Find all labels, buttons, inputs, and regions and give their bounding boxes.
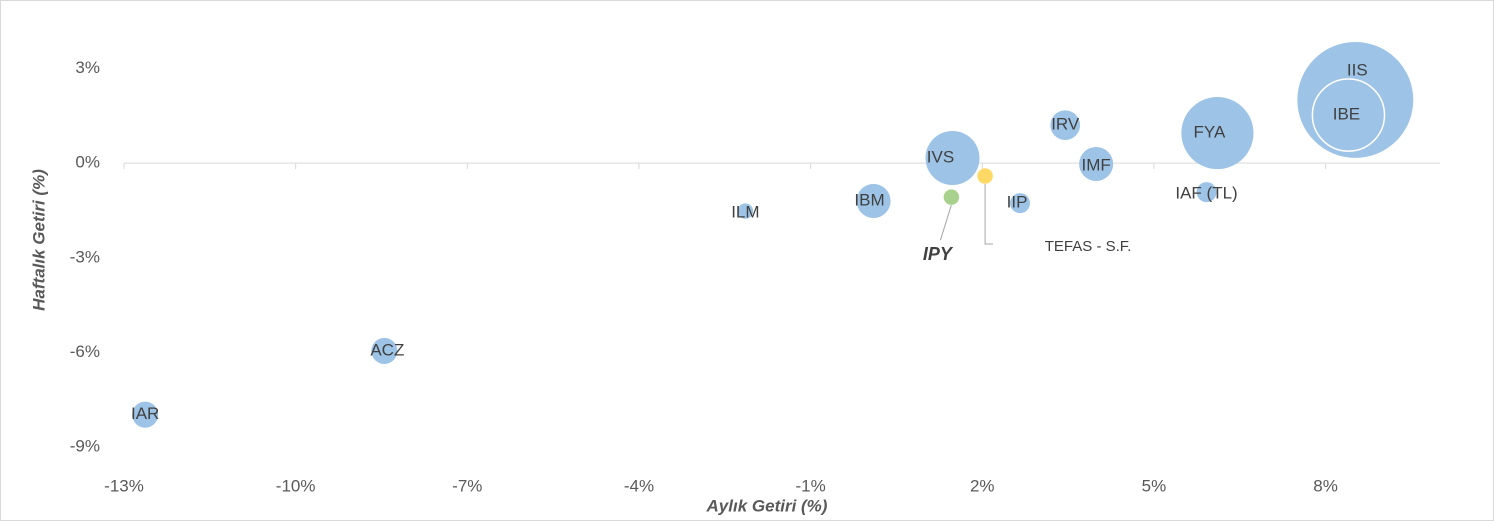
bubble bbox=[943, 189, 960, 205]
bubble-label: IVS bbox=[927, 148, 954, 167]
bubble-label: IIP bbox=[1007, 193, 1028, 212]
bubble-label: IPY bbox=[923, 244, 954, 264]
x-tick-label: 8% bbox=[1313, 476, 1338, 495]
x-tick-label: -4% bbox=[624, 476, 654, 495]
bubble bbox=[856, 183, 891, 218]
x-tick-label: -10% bbox=[276, 476, 316, 495]
bubble bbox=[737, 203, 754, 219]
x-axis-title: Aylık Getiri (%) bbox=[706, 496, 828, 515]
bubble bbox=[132, 401, 159, 428]
bubble-label: ACZ bbox=[370, 340, 404, 359]
bubble bbox=[1079, 146, 1114, 182]
bubble-label: IIS bbox=[1347, 60, 1368, 79]
bubble-label: TEFAS - S.F. bbox=[1045, 238, 1132, 255]
x-tick-label: 5% bbox=[1142, 476, 1167, 495]
y-tick-label: -6% bbox=[70, 342, 100, 361]
bubble bbox=[977, 168, 993, 184]
y-axis-title: Haftalık Getiri (%) bbox=[29, 169, 48, 311]
leader-line bbox=[939, 205, 952, 241]
x-tick-label: -7% bbox=[452, 476, 482, 495]
bubble-label: IBM bbox=[854, 190, 884, 209]
bubble bbox=[1181, 97, 1254, 170]
x-tick-label: -13% bbox=[104, 476, 144, 495]
bubble bbox=[1050, 110, 1081, 141]
leader-line bbox=[984, 184, 994, 245]
bubble-label: IMF bbox=[1081, 156, 1110, 175]
x-tick-label: 2% bbox=[970, 476, 995, 495]
bubble-label: ILM bbox=[731, 203, 759, 222]
x-tick-label: -1% bbox=[795, 476, 825, 495]
bubble-label: FYA bbox=[1194, 123, 1226, 142]
bubble-label: IAF (TL) bbox=[1175, 184, 1237, 203]
bubble bbox=[1196, 182, 1217, 203]
bubble bbox=[1311, 78, 1386, 152]
bubble-label: IAR bbox=[131, 404, 159, 423]
bubble bbox=[1010, 193, 1031, 214]
bubble-label: IBE bbox=[1333, 105, 1360, 124]
y-tick-label: 3% bbox=[75, 58, 100, 77]
y-tick-label: -3% bbox=[70, 247, 100, 266]
bubble bbox=[371, 337, 398, 364]
y-tick-label: 0% bbox=[75, 153, 100, 172]
bubble bbox=[925, 131, 980, 186]
bubble-label: IRV bbox=[1051, 115, 1080, 134]
y-tick-label: -9% bbox=[70, 437, 100, 456]
